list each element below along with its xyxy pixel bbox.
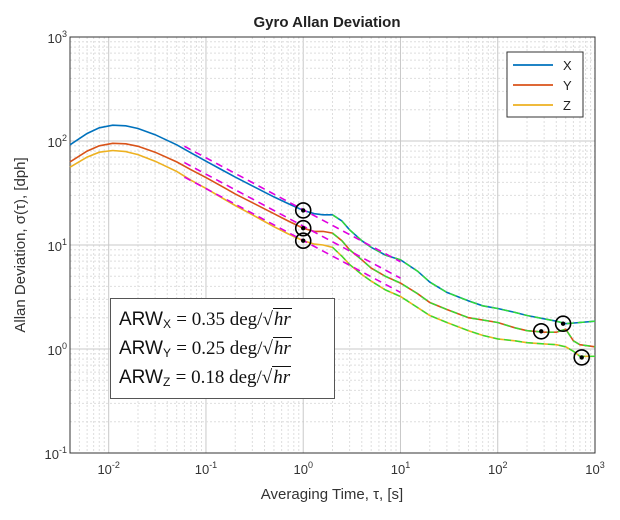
x-tick-label: 10-2 bbox=[97, 460, 119, 477]
fit-line-1 bbox=[184, 161, 401, 279]
x-tick-label: 100 bbox=[293, 460, 312, 477]
marker-dot-5 bbox=[579, 355, 584, 360]
legend-label-y: Y bbox=[563, 78, 572, 93]
y-tick-label: 100 bbox=[48, 341, 67, 358]
marker-dot-4 bbox=[560, 321, 566, 326]
x-tick-label: 101 bbox=[391, 460, 410, 477]
y-tick-label: 10-1 bbox=[45, 445, 67, 462]
marker-dot-2 bbox=[301, 238, 306, 243]
chart-title: Gyro Allan Deviation bbox=[254, 14, 401, 31]
legend-label-z: Z bbox=[563, 98, 571, 113]
x-tick-label: 10-1 bbox=[195, 460, 217, 477]
y-tick-label: 102 bbox=[48, 133, 67, 150]
arw-x-label: ARWX = 0.35 deg/√hr bbox=[119, 308, 292, 331]
axis-ticks: 10-2 10-1 100 101 102 103 10-1 100 101 102 103 bbox=[45, 29, 605, 477]
legend: XYZ bbox=[506, 51, 584, 118]
y-tick-label: 101 bbox=[48, 237, 67, 254]
marker-circle-3 bbox=[532, 322, 550, 340]
fit-line-0 bbox=[184, 145, 401, 263]
arw-annotation-box: ARWX = 0.35 deg/√hr ARWY = 0.25 deg/√hr … bbox=[110, 298, 335, 399]
arw-z-label: ARWZ = 0.18 deg/√hr bbox=[119, 366, 292, 389]
legend-label-x: X bbox=[563, 58, 572, 73]
x-tick-label: 102 bbox=[488, 460, 507, 477]
marker-dot-0 bbox=[301, 208, 306, 213]
overlay-line-z bbox=[332, 246, 595, 357]
arw-fit-lines bbox=[184, 145, 401, 294]
marker-circle-5 bbox=[573, 349, 591, 366]
overlay-line-y bbox=[332, 232, 596, 348]
marker-circle-1 bbox=[294, 219, 312, 237]
marker-circle-2 bbox=[294, 232, 312, 249]
arw-y-label: ARWY = 0.25 deg/√hr bbox=[119, 337, 292, 360]
fit-line-2 bbox=[184, 176, 401, 294]
x-tick-label: 103 bbox=[585, 460, 604, 477]
plot-area-frame bbox=[69, 36, 596, 454]
x-axis-label: Averaging Time, τ, [s] bbox=[261, 486, 403, 503]
y-axis-label: Allan Deviation, σ(τ), [dph] bbox=[12, 157, 29, 332]
marker-circle-0 bbox=[294, 202, 312, 219]
marker-circle-4 bbox=[554, 315, 572, 333]
ar-markers bbox=[294, 202, 591, 366]
y-tick-label: 103 bbox=[48, 29, 67, 46]
marker-dot-1 bbox=[301, 226, 306, 231]
noise-overlay-lines bbox=[332, 214, 596, 357]
marker-dot-3 bbox=[539, 329, 544, 334]
